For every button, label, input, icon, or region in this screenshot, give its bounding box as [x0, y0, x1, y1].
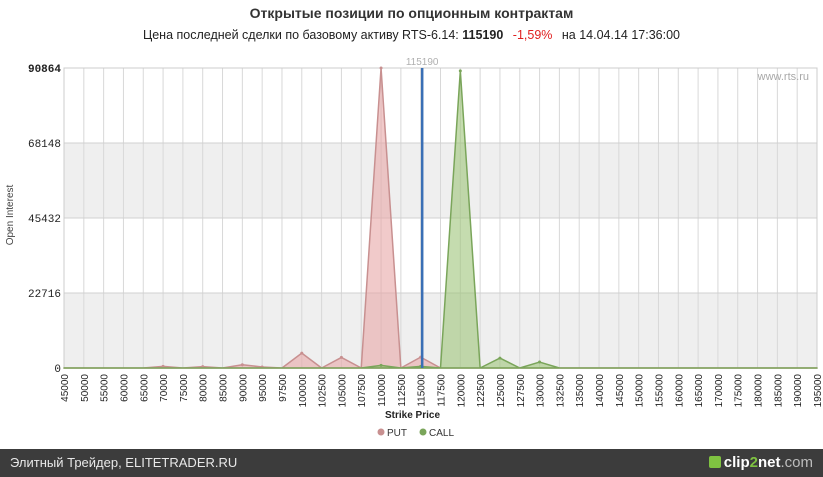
- x-tick-label: 45000: [60, 374, 71, 402]
- x-tick-label: 150000: [635, 374, 646, 408]
- legend-marker-call: [419, 428, 427, 436]
- x-tick-label: 107500: [357, 374, 368, 408]
- data-point-call: [538, 360, 542, 364]
- x-tick-label: 60000: [119, 374, 130, 402]
- data-point-call: [379, 363, 383, 367]
- x-tick-label: 125000: [496, 374, 507, 408]
- x-tick-label: 190000: [793, 374, 804, 408]
- x-tick-label: 195000: [813, 374, 823, 408]
- data-point-call: [458, 69, 462, 73]
- x-tick-label: 140000: [595, 374, 606, 408]
- x-tick-label: 175000: [734, 374, 745, 408]
- x-tick-label: 155000: [654, 374, 665, 408]
- x-tick-label: 55000: [100, 374, 111, 402]
- series-area-call: [63, 70, 818, 369]
- x-tick-label: 105000: [337, 374, 348, 408]
- x-tick-label: 132500: [555, 374, 566, 408]
- data-point-call: [498, 356, 502, 360]
- quote-date: на 14.04.14 17:36:00: [561, 28, 680, 42]
- current-price-label: 115190: [406, 57, 439, 68]
- x-tick-label: 70000: [159, 374, 170, 402]
- x-tick-label: 117500: [437, 374, 448, 407]
- data-point-put: [379, 66, 383, 70]
- legend-label-call: CALL: [429, 428, 454, 439]
- y-tick-label: 68148: [28, 139, 61, 151]
- x-tick-label: 165000: [694, 374, 705, 408]
- last-price: 115190: [462, 28, 504, 42]
- data-point-put: [339, 355, 343, 359]
- x-tick-label: 80000: [199, 374, 210, 402]
- x-tick-label: 120000: [456, 374, 467, 408]
- x-tick-label: 90000: [238, 374, 249, 402]
- clip2net-logo[interactable]: clip2net.com: [708, 454, 813, 471]
- y-tick-label: 22716: [28, 289, 61, 301]
- x-tick-label: 180000: [754, 374, 765, 408]
- x-tick-label: 75000: [179, 374, 190, 402]
- x-tick-label: 115000: [417, 374, 428, 407]
- x-tick-label: 135000: [575, 374, 586, 408]
- x-tick-label: 110000: [377, 374, 388, 407]
- price-change: -1,59%: [512, 28, 553, 42]
- x-tick-label: 50000: [80, 374, 91, 402]
- y-tick-label: 45432: [28, 214, 61, 226]
- x-tick-label: 65000: [139, 374, 150, 402]
- y-tick-label: 0: [54, 364, 61, 376]
- x-tick-label: 100000: [298, 374, 309, 408]
- x-tick-label: 102500: [318, 374, 329, 408]
- legend-marker-put: [377, 428, 385, 436]
- y-axis-title: Open Interest: [5, 184, 16, 245]
- chart-title: Открытые позиции по опционным контрактам: [249, 5, 574, 21]
- x-tick-label: 85000: [219, 374, 230, 402]
- data-point-put: [240, 363, 244, 367]
- x-tick-label: 122500: [476, 374, 487, 408]
- clip2net-logo-icon: [708, 456, 721, 468]
- chart-subtitle: Цена последней сделки по базовому активу…: [0, 28, 823, 42]
- footer-bar: Элитный Трейдер, ELITETRADER.RU clip2net…: [0, 449, 823, 477]
- x-tick-label: 95000: [258, 374, 269, 402]
- y-tick-label: 90864: [28, 64, 61, 76]
- subtitle-prefix: Цена последней сделки по базовому активу…: [142, 28, 459, 42]
- legend-label-put: PUT: [387, 428, 407, 439]
- data-point-put: [161, 364, 165, 368]
- x-tick-label: 112500: [397, 374, 408, 407]
- x-tick-label: 160000: [674, 374, 685, 408]
- data-point-put: [300, 351, 304, 355]
- x-tick-label: 170000: [714, 374, 725, 408]
- footer-text: Элитный Трейдер, ELITETRADER.RU: [10, 455, 238, 470]
- watermark-text: www.rts.ru: [757, 71, 809, 83]
- x-tick-label: 145000: [615, 374, 626, 408]
- open-interest-chart: 0 22716 45432 68148 90864 115190 www.rts.ru 450…: [5, 57, 823, 439]
- x-tick-label: 185000: [773, 374, 784, 408]
- x-tick-label: 130000: [536, 374, 547, 408]
- x-tick-label: 97500: [278, 374, 289, 402]
- x-axis-title: Strike Price: [385, 410, 440, 421]
- x-tick-label: 127500: [516, 374, 527, 408]
